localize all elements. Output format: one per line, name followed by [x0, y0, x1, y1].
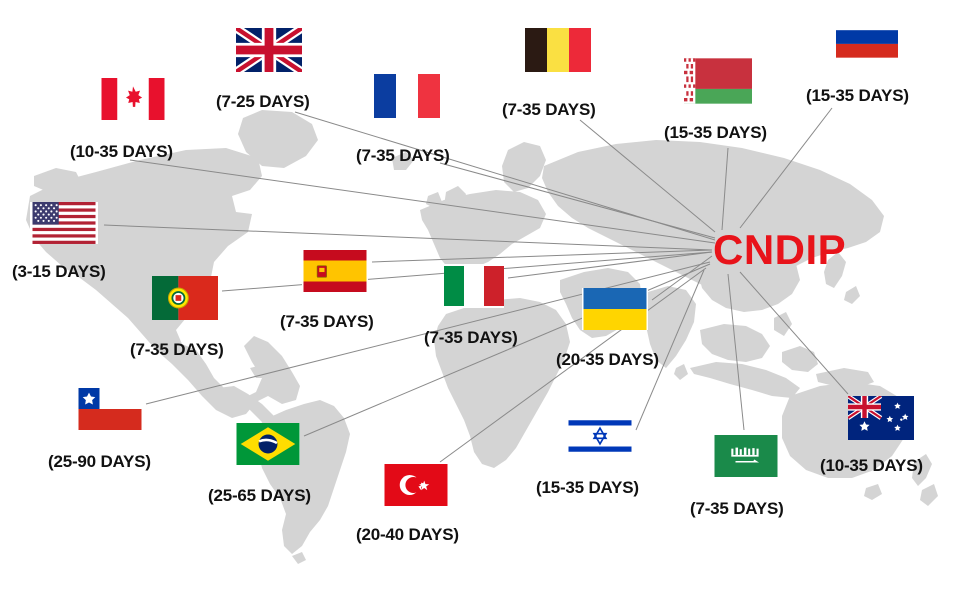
shipping-time-label-canada: (10-35 DAYS) — [70, 142, 173, 161]
connector-line-united-states — [103, 224, 713, 251]
shipping-time-label-ukraine: (20-35 DAYS) — [556, 350, 659, 369]
russia-flag — [836, 14, 898, 60]
connector-line-turkey — [439, 267, 707, 463]
shipping-time-label-belgium: (7-35 DAYS) — [502, 100, 596, 119]
chile-flag — [78, 388, 142, 430]
connector-line-canada — [129, 159, 716, 244]
shipping-time-label-spain: (7-35 DAYS) — [280, 312, 374, 331]
shipping-time-label-united-kingdom: (7-25 DAYS) — [216, 92, 310, 111]
ukraine-flag — [582, 288, 648, 330]
shipping-time-label-chile: (25-90 DAYS) — [48, 452, 151, 471]
brazil-flag — [236, 423, 300, 465]
connector-line-france — [439, 162, 716, 239]
connector-line-belarus — [721, 147, 729, 231]
connector-line-israel — [635, 269, 705, 431]
connector-line-saudi-arabia — [727, 273, 745, 431]
connector-line-chile — [145, 261, 711, 405]
turkey-flag — [383, 464, 449, 506]
united-states-flag — [30, 202, 98, 244]
connector-line-australia — [739, 271, 849, 395]
connector-line-russia — [739, 107, 833, 229]
italy-flag — [444, 264, 504, 308]
shipping-time-label-saudi-arabia: (7-35 DAYS) — [690, 499, 784, 518]
shipping-time-label-australia: (10-35 DAYS) — [820, 456, 923, 475]
hub-label: CNDIP — [713, 226, 847, 273]
shipping-time-label-italy: (7-35 DAYS) — [424, 328, 518, 347]
portugal-flag — [152, 276, 218, 320]
shipping-time-label-france: (7-35 DAYS) — [356, 146, 450, 165]
shipping-time-label-belarus: (15-35 DAYS) — [664, 123, 767, 142]
connector-line-italy — [507, 251, 713, 279]
israel-flag — [568, 415, 632, 457]
shipping-time-label-israel: (15-35 DAYS) — [536, 478, 639, 497]
shipping-time-label-portugal: (7-35 DAYS) — [130, 340, 224, 359]
shipping-time-label-brazil: (25-65 DAYS) — [208, 486, 311, 505]
shipping-time-label-united-states: (3-15 DAYS) — [12, 262, 106, 281]
connector-line-spain — [371, 249, 713, 263]
australia-flag — [848, 396, 914, 440]
belgium-flag — [525, 28, 591, 72]
connector-line-ukraine — [651, 255, 713, 301]
shipping-time-label-russia: (15-35 DAYS) — [806, 86, 909, 105]
canada-flag — [100, 78, 166, 120]
saudi-arabia-flag — [714, 435, 778, 477]
united-kingdom-flag — [236, 28, 302, 72]
shipping-time-label-turkey: (20-40 DAYS) — [356, 525, 459, 544]
belarus-flag — [684, 58, 752, 104]
france-flag — [374, 70, 440, 122]
connector-line-belgium — [579, 119, 716, 233]
spain-flag — [302, 250, 368, 292]
